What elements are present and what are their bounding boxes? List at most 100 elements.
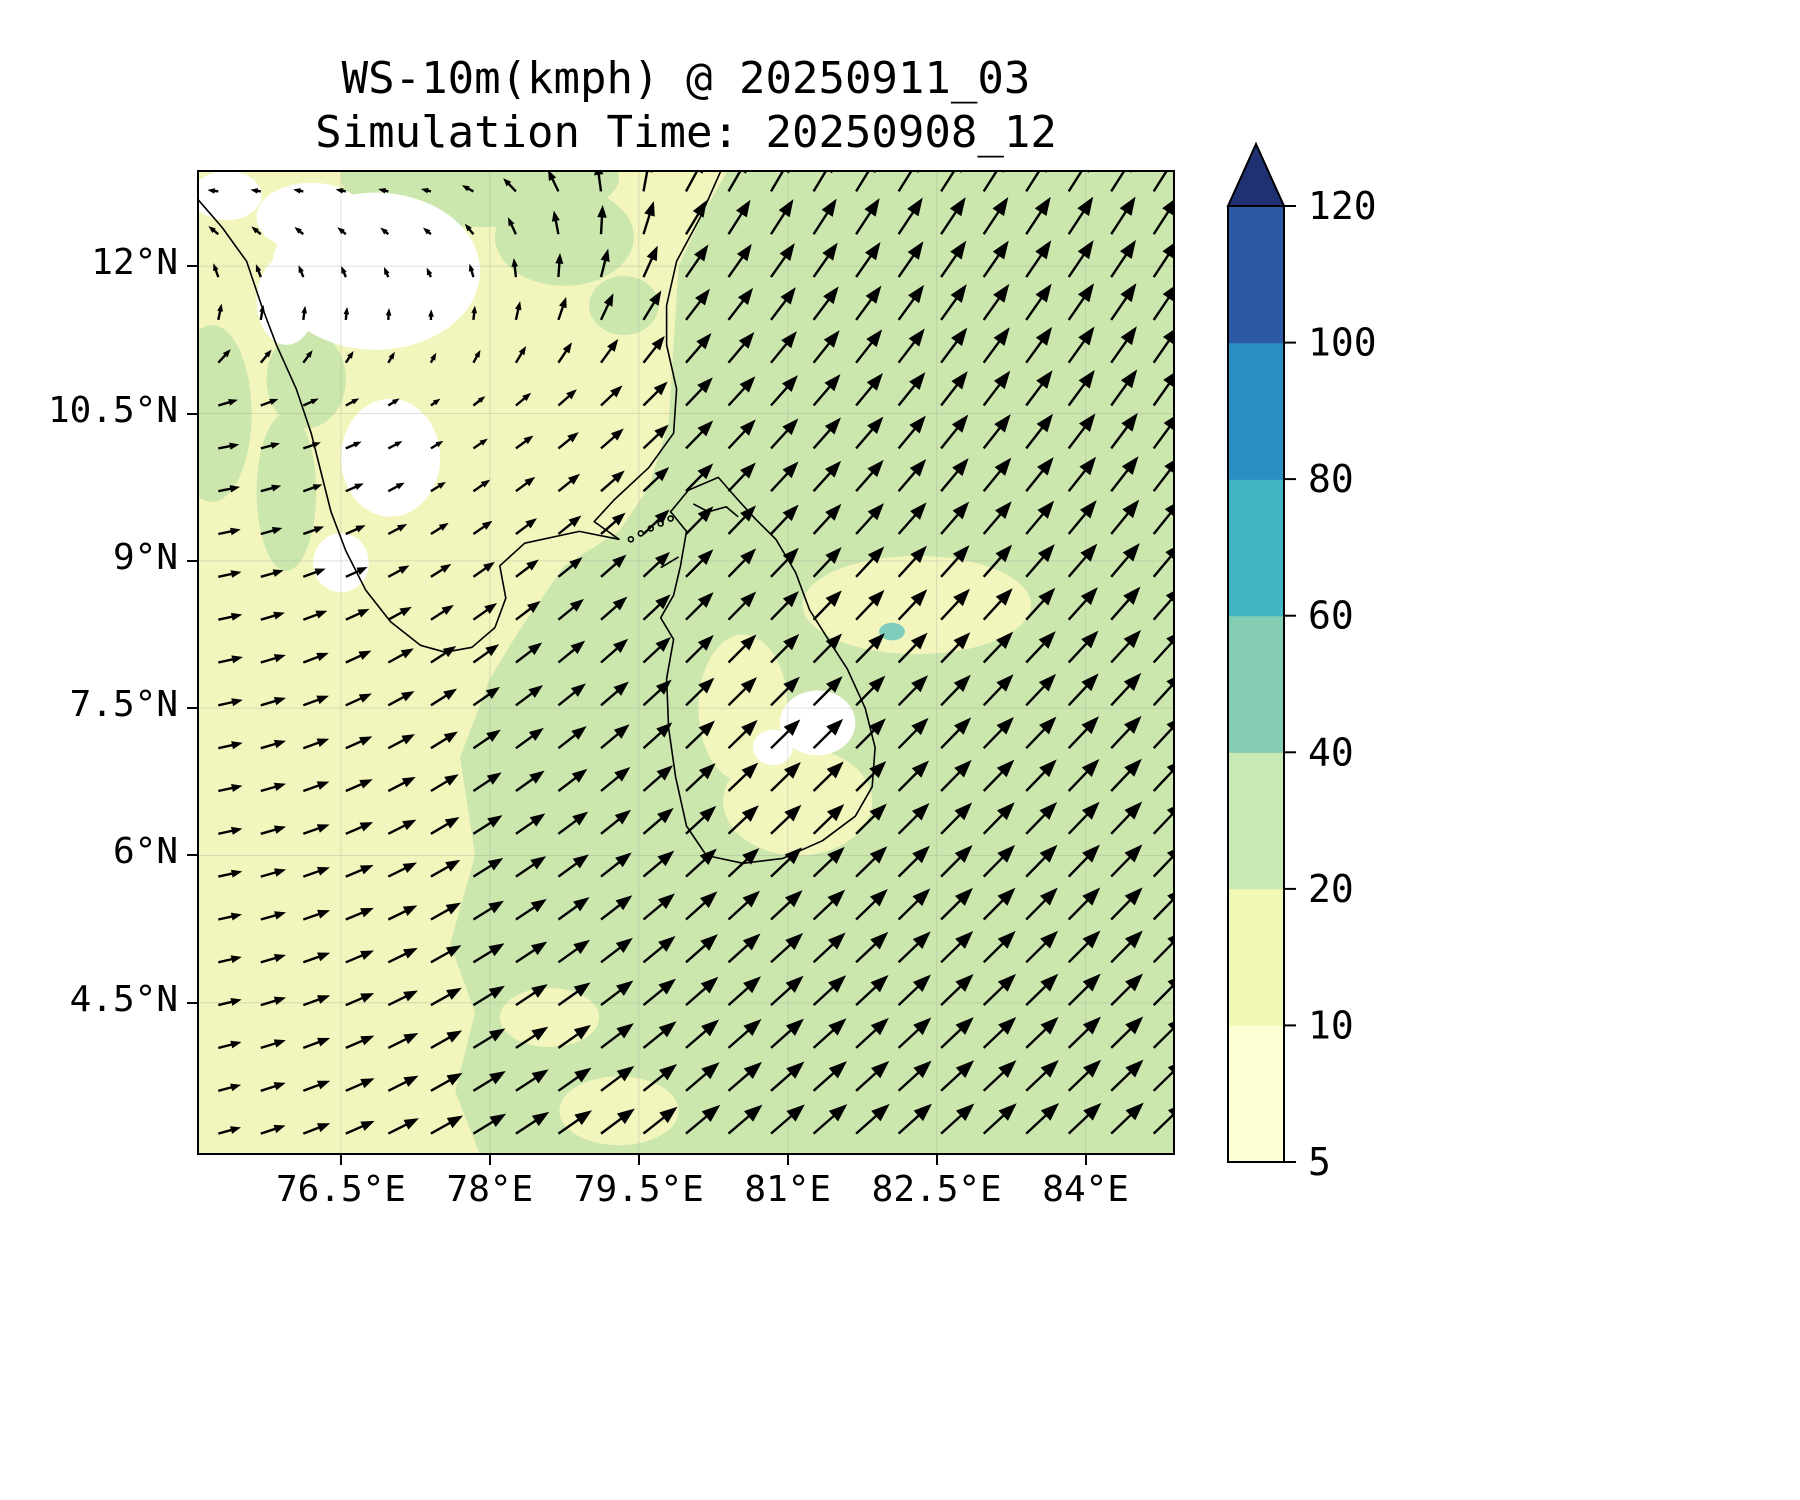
wind-arrow-head bbox=[572, 811, 589, 826]
wind-arrow bbox=[642, 893, 675, 921]
wind-arrow-head bbox=[1037, 544, 1055, 563]
wind-arrow-shaft bbox=[387, 1123, 407, 1135]
wind-arrow-shaft bbox=[982, 470, 1002, 492]
wind-arrow-head bbox=[910, 589, 928, 607]
wind-arrow-shaft bbox=[1067, 426, 1086, 450]
wind-arrow-head bbox=[403, 947, 418, 959]
wind-arrow-head bbox=[1078, 326, 1095, 346]
wind-arrow-head bbox=[383, 266, 390, 275]
wind-arrow-shaft bbox=[429, 358, 435, 364]
wind-arrow bbox=[812, 1061, 847, 1092]
wind-arrow-head bbox=[697, 463, 714, 480]
wind-arrow-head bbox=[1125, 1102, 1144, 1121]
wind-arrow-shaft bbox=[1025, 642, 1045, 664]
calm-wind-patch bbox=[313, 533, 369, 593]
wind-arrow bbox=[1025, 457, 1054, 492]
wind-arrow-shaft bbox=[727, 299, 745, 321]
wind-arrow-head bbox=[996, 674, 1014, 692]
wind-arrow-shaft bbox=[940, 728, 960, 750]
wind-arrow bbox=[1067, 283, 1095, 321]
wind-arrow-shaft bbox=[1110, 512, 1129, 535]
wind-arrow bbox=[345, 483, 364, 493]
wind-arrow-shaft bbox=[982, 556, 1002, 578]
wind-arrow-head bbox=[229, 1126, 241, 1134]
wind-arrow-head bbox=[785, 933, 804, 951]
wind-arrow-head bbox=[573, 939, 591, 955]
wind-arrow-shaft bbox=[727, 212, 743, 235]
wind-arrow bbox=[599, 248, 610, 278]
wind-arrow-head bbox=[909, 458, 927, 477]
wind-arrow-shaft bbox=[387, 611, 403, 621]
wind-arrow-head bbox=[529, 813, 546, 827]
wind-arrow bbox=[812, 242, 838, 278]
wind-arrow-shaft bbox=[642, 988, 664, 1007]
wind-arrow bbox=[218, 570, 242, 578]
wind-arrow-shaft bbox=[982, 899, 1004, 921]
wind-arrow bbox=[387, 606, 412, 621]
wind-arrow bbox=[812, 718, 844, 750]
wind-arrow bbox=[341, 265, 347, 278]
wind-arrow bbox=[897, 197, 923, 235]
wind-arrow bbox=[897, 760, 930, 792]
wind-arrow-head bbox=[273, 654, 286, 663]
wind-arrow-head bbox=[658, 936, 676, 952]
wind-arrow bbox=[727, 933, 761, 964]
wind-arrow-shaft bbox=[1152, 339, 1171, 364]
wind-arrow-head bbox=[335, 188, 344, 194]
wind-arrow bbox=[515, 685, 544, 707]
wind-arrow-head bbox=[911, 803, 930, 821]
wind-arrow bbox=[260, 996, 287, 1007]
wind-arrow bbox=[260, 442, 281, 450]
wind-arrow-head bbox=[574, 1067, 592, 1083]
wind-arrow-head bbox=[401, 734, 416, 745]
wind-arrow bbox=[982, 457, 1012, 492]
wind-arrow-shaft bbox=[345, 825, 363, 835]
wind-arrow bbox=[812, 330, 840, 364]
wind-arrow-head bbox=[569, 598, 585, 612]
wind-arrow-shaft bbox=[1110, 254, 1128, 278]
wind-arrow bbox=[727, 976, 762, 1006]
wind-arrow bbox=[940, 930, 974, 964]
wind-arrow-head bbox=[358, 650, 372, 660]
wind-arrow-shaft bbox=[812, 644, 832, 664]
wind-arrow-head bbox=[273, 739, 287, 749]
wind-arrow-shaft bbox=[1152, 985, 1174, 1006]
wind-arrow-head bbox=[385, 308, 392, 316]
wind-arrow-shaft bbox=[770, 386, 789, 407]
wind-arrow-shaft bbox=[812, 815, 833, 835]
wind-arrow bbox=[428, 309, 434, 320]
wind-arrow-shaft bbox=[600, 435, 616, 450]
wind-arrow bbox=[345, 693, 372, 707]
wind-arrow-shaft bbox=[940, 942, 962, 964]
wind-arrow-shaft bbox=[1025, 254, 1043, 278]
wind-arrow bbox=[1067, 326, 1095, 364]
wind-arrow bbox=[982, 759, 1015, 792]
wind-arrow-head bbox=[353, 441, 362, 448]
wind-arrow-shaft bbox=[515, 991, 536, 1007]
wind-arrow bbox=[1110, 758, 1142, 792]
wind-arrow-shaft bbox=[302, 570, 317, 578]
wind-arrow-head bbox=[294, 226, 302, 234]
wind-arrow-shaft bbox=[430, 993, 450, 1007]
wind-arrow-head bbox=[740, 634, 757, 651]
wind-arrow-head bbox=[255, 264, 262, 273]
wind-arrow bbox=[515, 898, 547, 921]
wind-arrow bbox=[1067, 369, 1095, 407]
wind-arrow-head bbox=[600, 248, 610, 262]
wind-arrow-head bbox=[437, 481, 446, 489]
wind-arrow-head bbox=[615, 937, 633, 954]
wind-arrow-head bbox=[230, 570, 242, 578]
wind-arrow-shaft bbox=[1025, 942, 1047, 964]
wind-arrow bbox=[1110, 1102, 1144, 1135]
wind-arrow-shaft bbox=[770, 601, 789, 621]
wind-arrow-shaft bbox=[727, 601, 746, 621]
wind-arrow-shaft bbox=[600, 520, 617, 535]
wind-arrow-shaft bbox=[1025, 383, 1043, 407]
wind-arrow-head bbox=[378, 187, 386, 194]
wind-arrow-shaft bbox=[1110, 210, 1127, 235]
wind-arrow-head bbox=[822, 242, 838, 261]
wind-arrow bbox=[515, 941, 548, 964]
wind-arrow-head bbox=[1124, 887, 1143, 906]
wind-arrow bbox=[343, 306, 350, 321]
wind-arrow bbox=[472, 686, 500, 707]
